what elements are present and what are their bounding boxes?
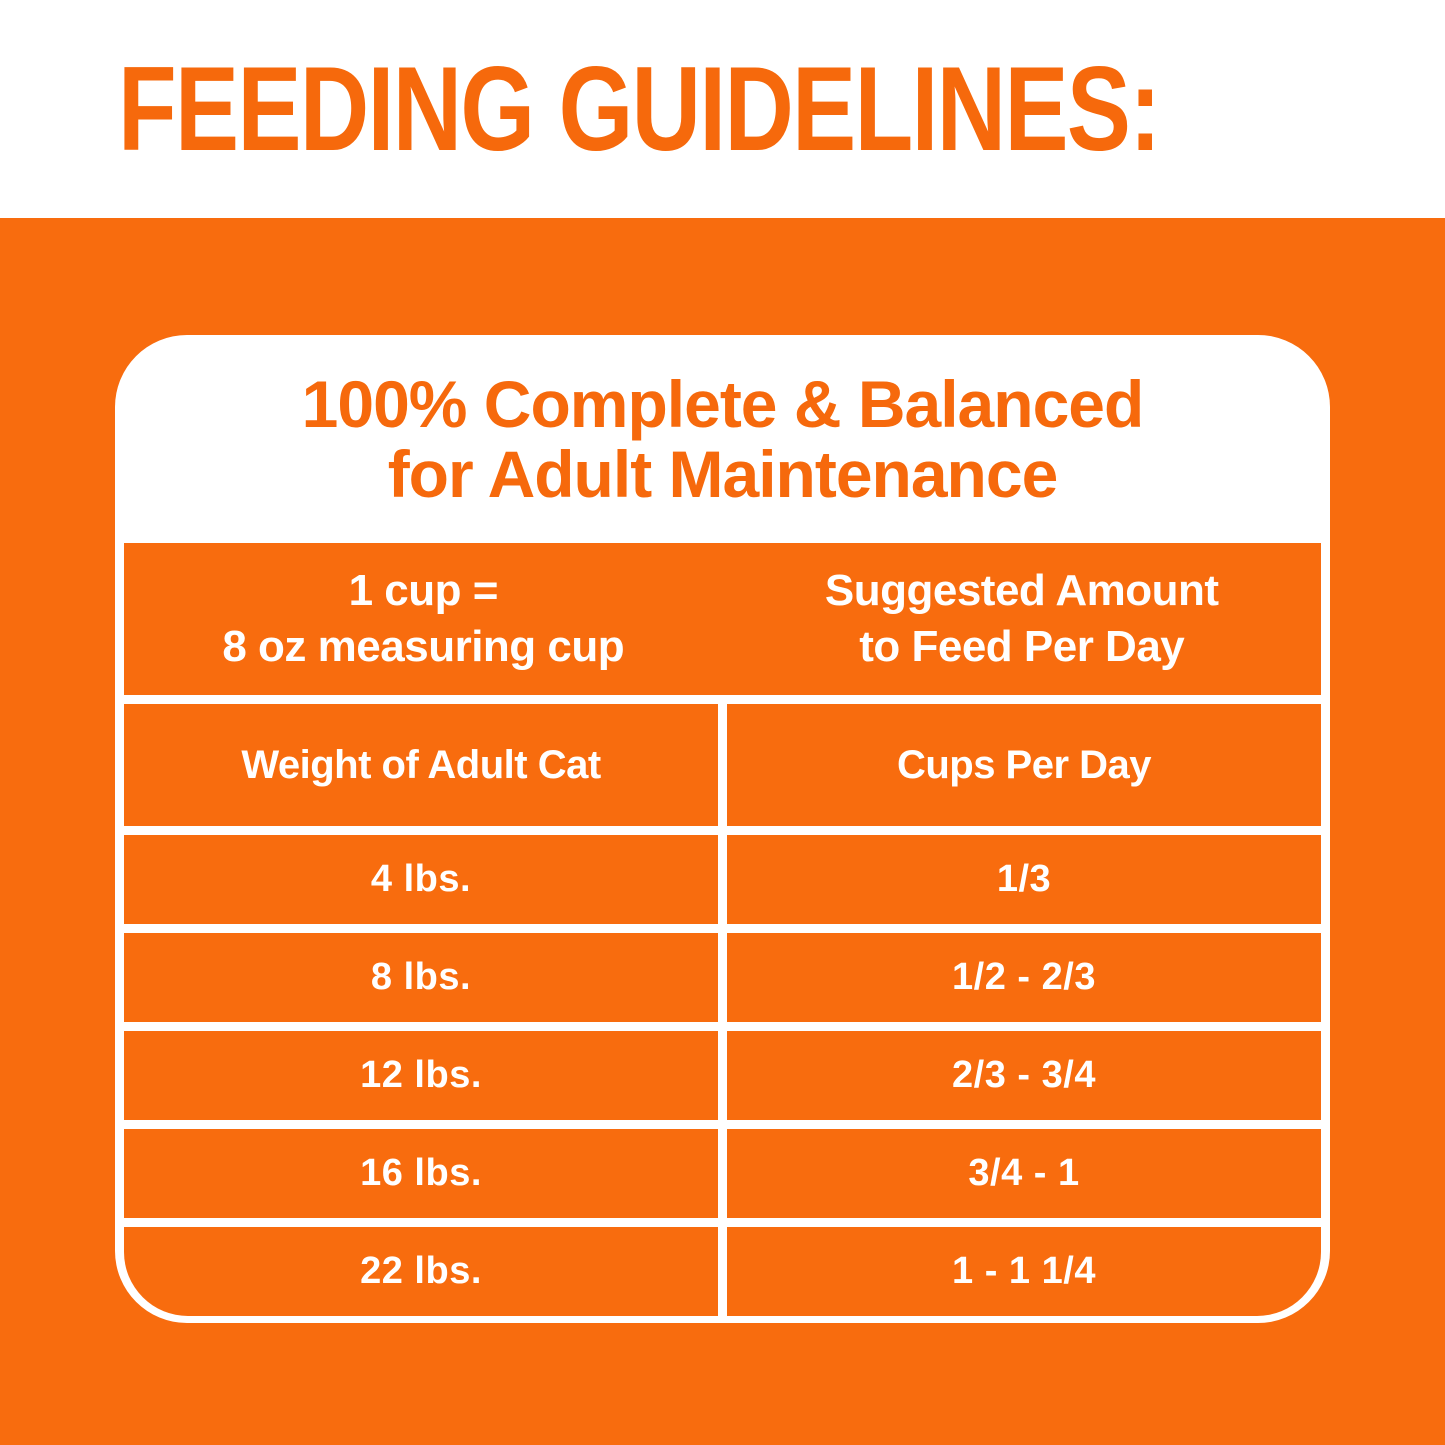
top-band: FEEDING GUIDELINES:: [0, 0, 1445, 218]
weight-cell-row-4: 16 lbs.: [124, 1129, 718, 1218]
cups-cell-row-3: 2/3 - 3/4: [727, 1031, 1321, 1120]
cups-cell-row-4: 3/4 - 1: [727, 1129, 1321, 1218]
guidelines-card: 100% Complete & Balanced for Adult Maint…: [115, 335, 1330, 1323]
weight-cell-row-2: 8 lbs.: [124, 933, 718, 1022]
suggested-amount-line-1: Suggested Amount: [824, 566, 1219, 615]
column-header-cups: Cups Per Day: [727, 704, 1321, 826]
weight-cell-row-1: 4 lbs.: [124, 835, 718, 924]
page-title: FEEDING GUIDELINES:: [118, 42, 1161, 176]
card-title: 100% Complete & Balanced for Adult Maint…: [115, 335, 1330, 543]
weight-cell-row-5: 22 lbs.: [124, 1227, 718, 1316]
card-title-line-2: for Adult Maintenance: [387, 437, 1059, 511]
weight-cell-row-3: 12 lbs.: [124, 1031, 718, 1120]
cups-cell-row-2: 1/2 - 2/3: [727, 933, 1321, 1022]
feeding-table: 1 cup = 8 oz measuring cup Suggested Amo…: [115, 543, 1330, 1323]
cup-definition-line-2: 8 oz measuring cup: [222, 622, 625, 671]
card-title-line-1: 100% Complete & Balanced: [301, 367, 1145, 441]
cups-cell-row-5: 1 - 1 1/4: [727, 1227, 1321, 1316]
suggested-amount-line-2: to Feed Per Day: [859, 622, 1185, 671]
cup-definition-header: 1 cup = 8 oz measuring cup: [124, 563, 723, 675]
cup-definition-line-1: 1 cup =: [348, 566, 499, 615]
suggested-amount-header: Suggested Amount to Feed Per Day: [723, 563, 1322, 675]
orange-background: 100% Complete & Balanced for Adult Maint…: [0, 218, 1445, 1445]
cups-cell-row-1: 1/3: [727, 835, 1321, 924]
table-header-row: 1 cup = 8 oz measuring cup Suggested Amo…: [124, 543, 1321, 695]
column-header-weight: Weight of Adult Cat: [124, 704, 718, 826]
